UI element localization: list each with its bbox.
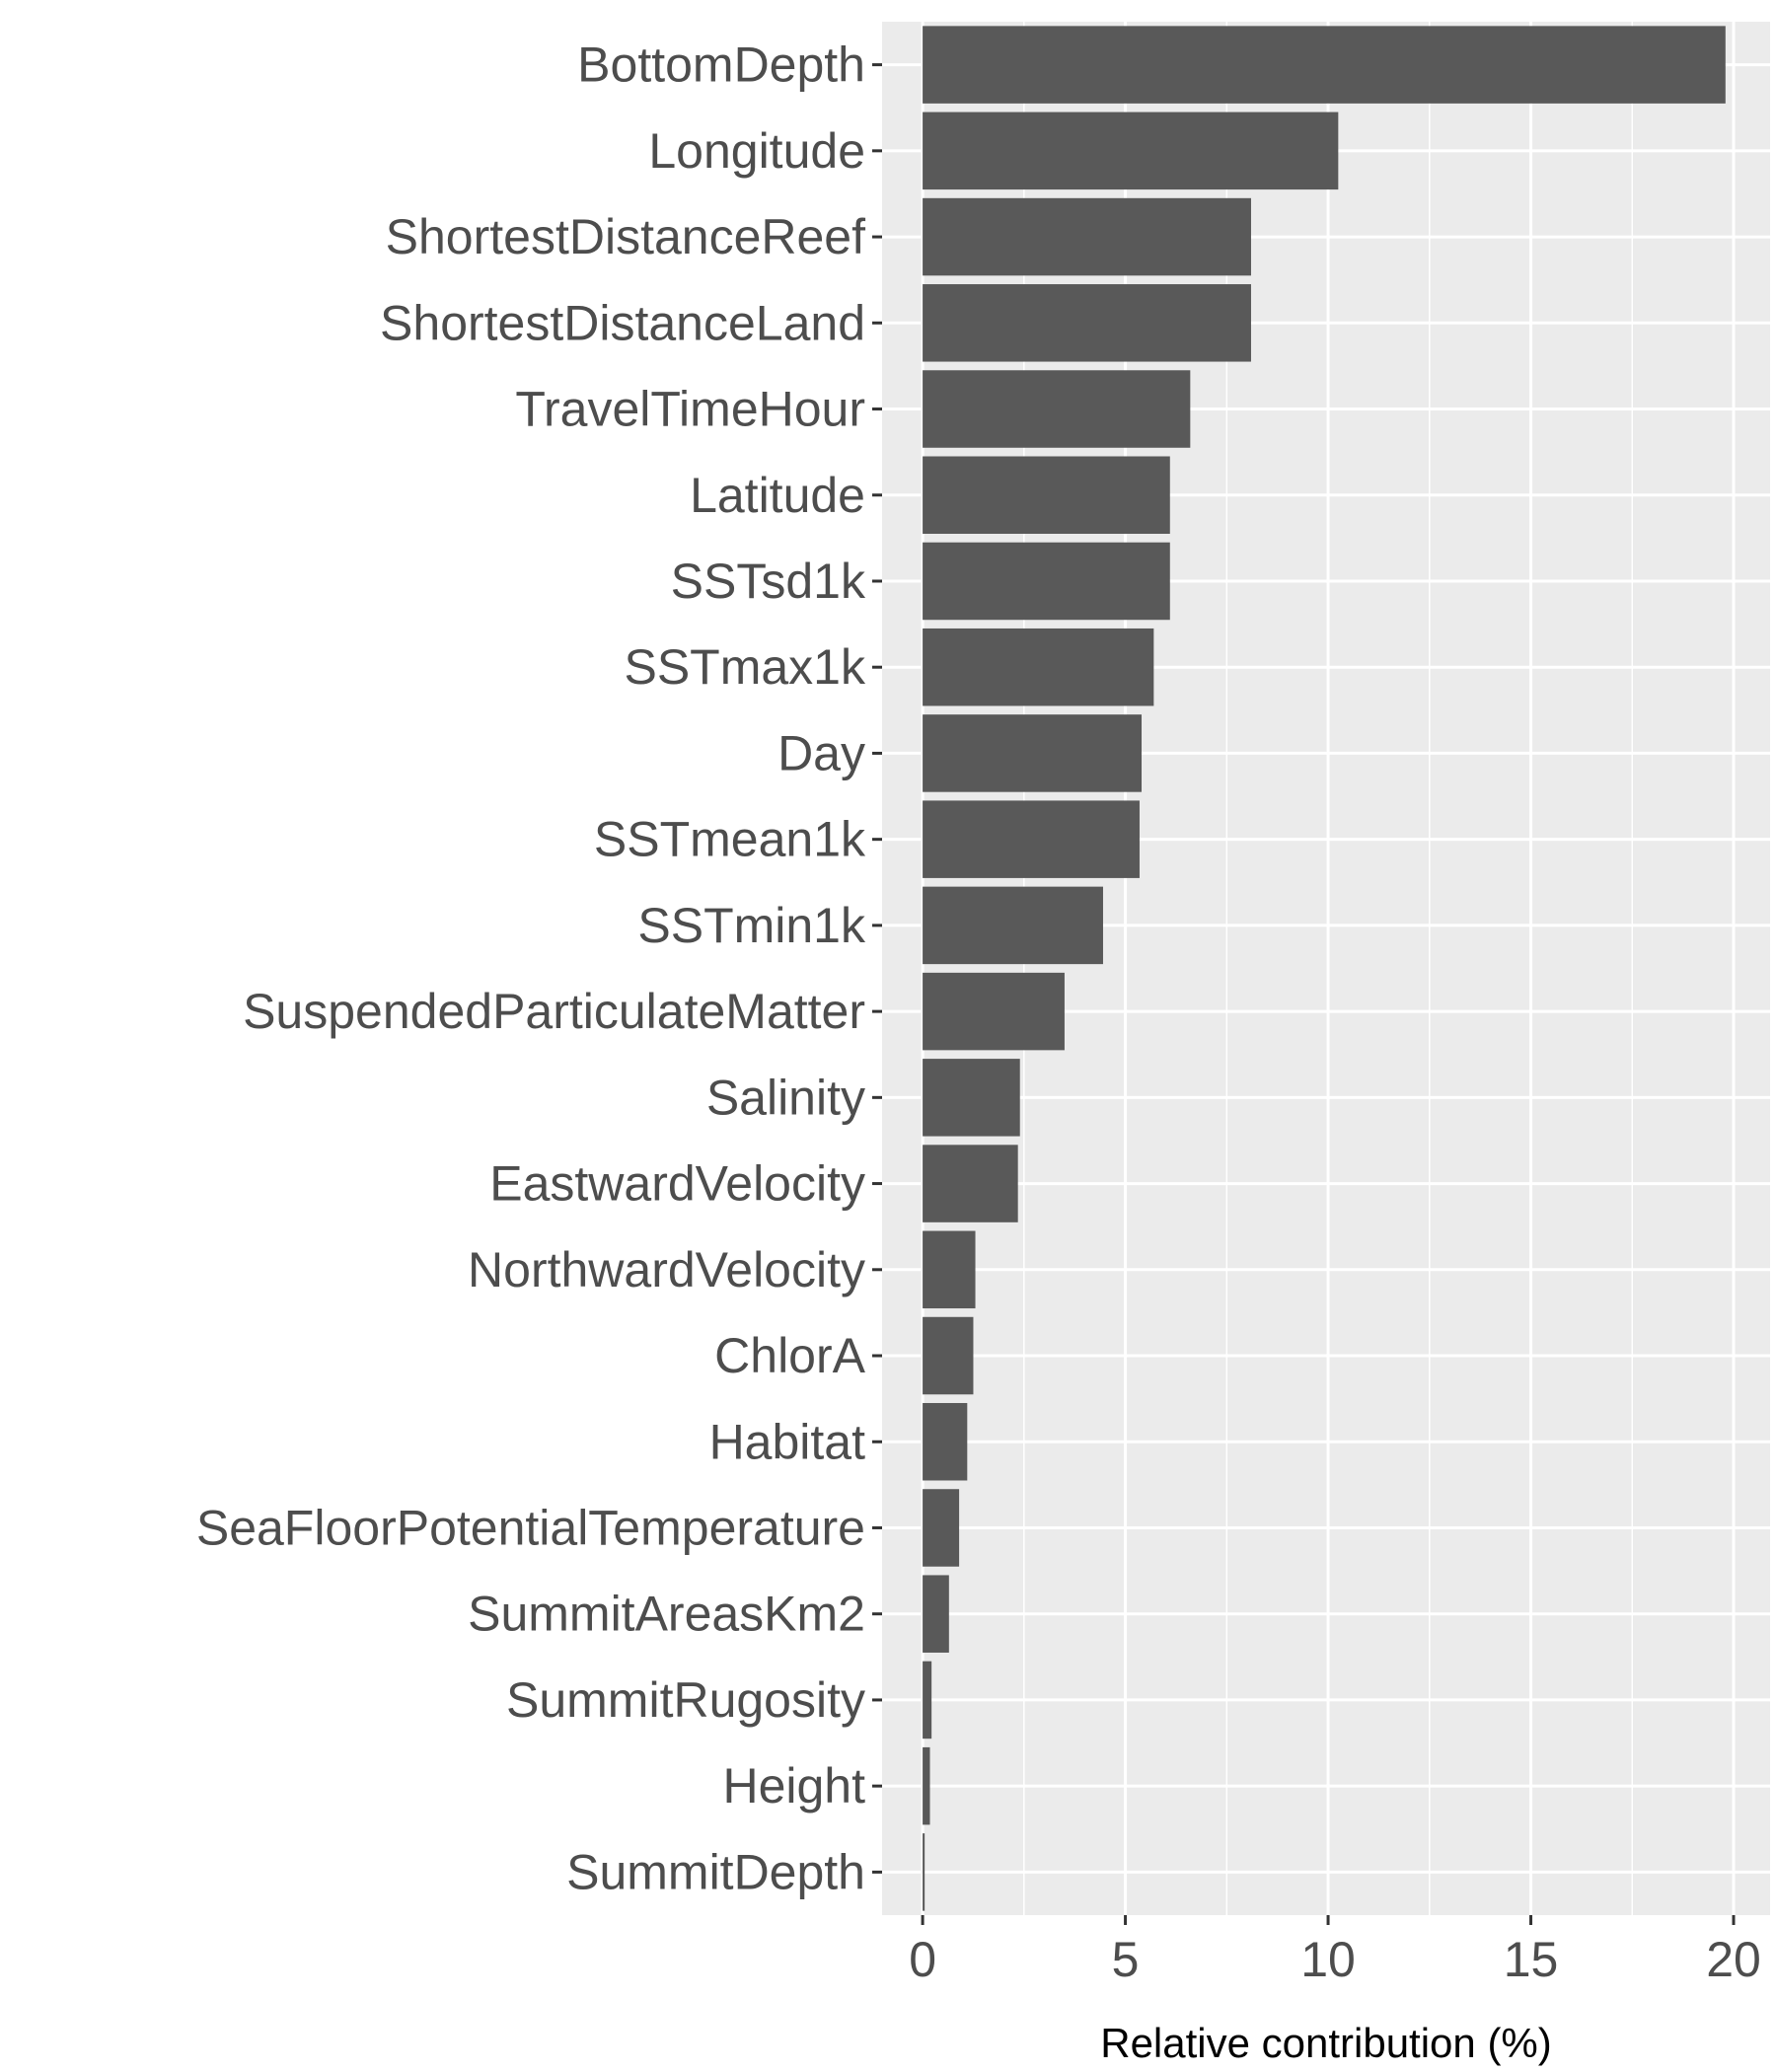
y-tick-label: ShortestDistanceLand	[380, 295, 865, 350]
bar-summitareaskm2	[923, 1575, 949, 1653]
y-tick-label: SeaFloorPotentialTemperature	[196, 1500, 865, 1555]
y-tick-label: Height	[722, 1758, 865, 1813]
y-tick-label: NorthwardVelocity	[468, 1242, 865, 1297]
x-axis-title: Relative contribution (%)	[1100, 2020, 1552, 2066]
x-tick-label: 15	[1504, 1932, 1559, 1987]
y-tick-label: ChlorA	[714, 1328, 865, 1383]
y-tick-label: ShortestDistanceReef	[386, 209, 865, 264]
bar-chlora	[923, 1316, 974, 1395]
bar-suspendedparticulatematter	[923, 972, 1065, 1051]
y-tick-label: Longitude	[648, 123, 865, 179]
bar-traveltimehour	[923, 370, 1191, 448]
x-tick-label: 5	[1112, 1932, 1140, 1987]
x-axis: 0 5 10 15 20	[909, 1915, 1761, 1987]
bar-shortestdistanceland	[923, 284, 1251, 362]
bar-height	[923, 1746, 930, 1825]
x-tick-label: 0	[909, 1932, 936, 1987]
bar-latitude	[923, 456, 1170, 535]
y-tick-label: SummitRugosity	[506, 1672, 865, 1728]
y-tick-label: Day	[777, 725, 865, 780]
y-tick-label: SuspendedParticulateMatter	[243, 984, 865, 1039]
bar-day	[923, 714, 1143, 792]
bar-northwardvelocity	[923, 1230, 976, 1309]
bar-sstmin1k	[923, 886, 1103, 965]
bar-summitrugosity	[923, 1661, 932, 1739]
y-axis: BottomDepth Longitude ShortestDistanceReef…	[196, 37, 882, 1899]
x-tick-label: 20	[1706, 1932, 1761, 1987]
y-tick-label: SummitAreasKm2	[468, 1587, 865, 1642]
bar-sstsd1k	[923, 542, 1170, 621]
bar-sstmean1k	[923, 800, 1140, 878]
y-tick-label: SummitDepth	[566, 1844, 865, 1899]
y-tick-label: SSTmean1k	[594, 812, 866, 867]
y-tick-label: BottomDepth	[577, 37, 865, 93]
bar-seafloorpotentialtemperature	[923, 1489, 960, 1567]
bar-bottomdepth	[923, 26, 1726, 104]
bar-eastwardvelocity	[923, 1145, 1018, 1222]
y-tick-label: EastwardVelocity	[489, 1156, 865, 1212]
bar-sstmax1k	[923, 628, 1154, 706]
x-tick-label: 10	[1300, 1932, 1356, 1987]
bar-salinity	[923, 1059, 1020, 1137]
bars	[923, 26, 1726, 1911]
bar-habitat	[923, 1402, 968, 1481]
bar-summitdepth	[923, 1833, 925, 1911]
y-tick-label: Latitude	[690, 468, 865, 523]
y-tick-label: Salinity	[706, 1070, 865, 1125]
y-tick-label: SSTmax1k	[624, 639, 866, 695]
y-tick-label: Habitat	[709, 1414, 866, 1469]
y-tick-label: SSTsd1k	[671, 554, 866, 609]
bar-shortestdistancereef	[923, 197, 1251, 276]
bar-longitude	[923, 111, 1339, 190]
y-tick-label: SSTmin1k	[637, 898, 866, 953]
y-tick-label: TravelTimeHour	[515, 382, 865, 437]
